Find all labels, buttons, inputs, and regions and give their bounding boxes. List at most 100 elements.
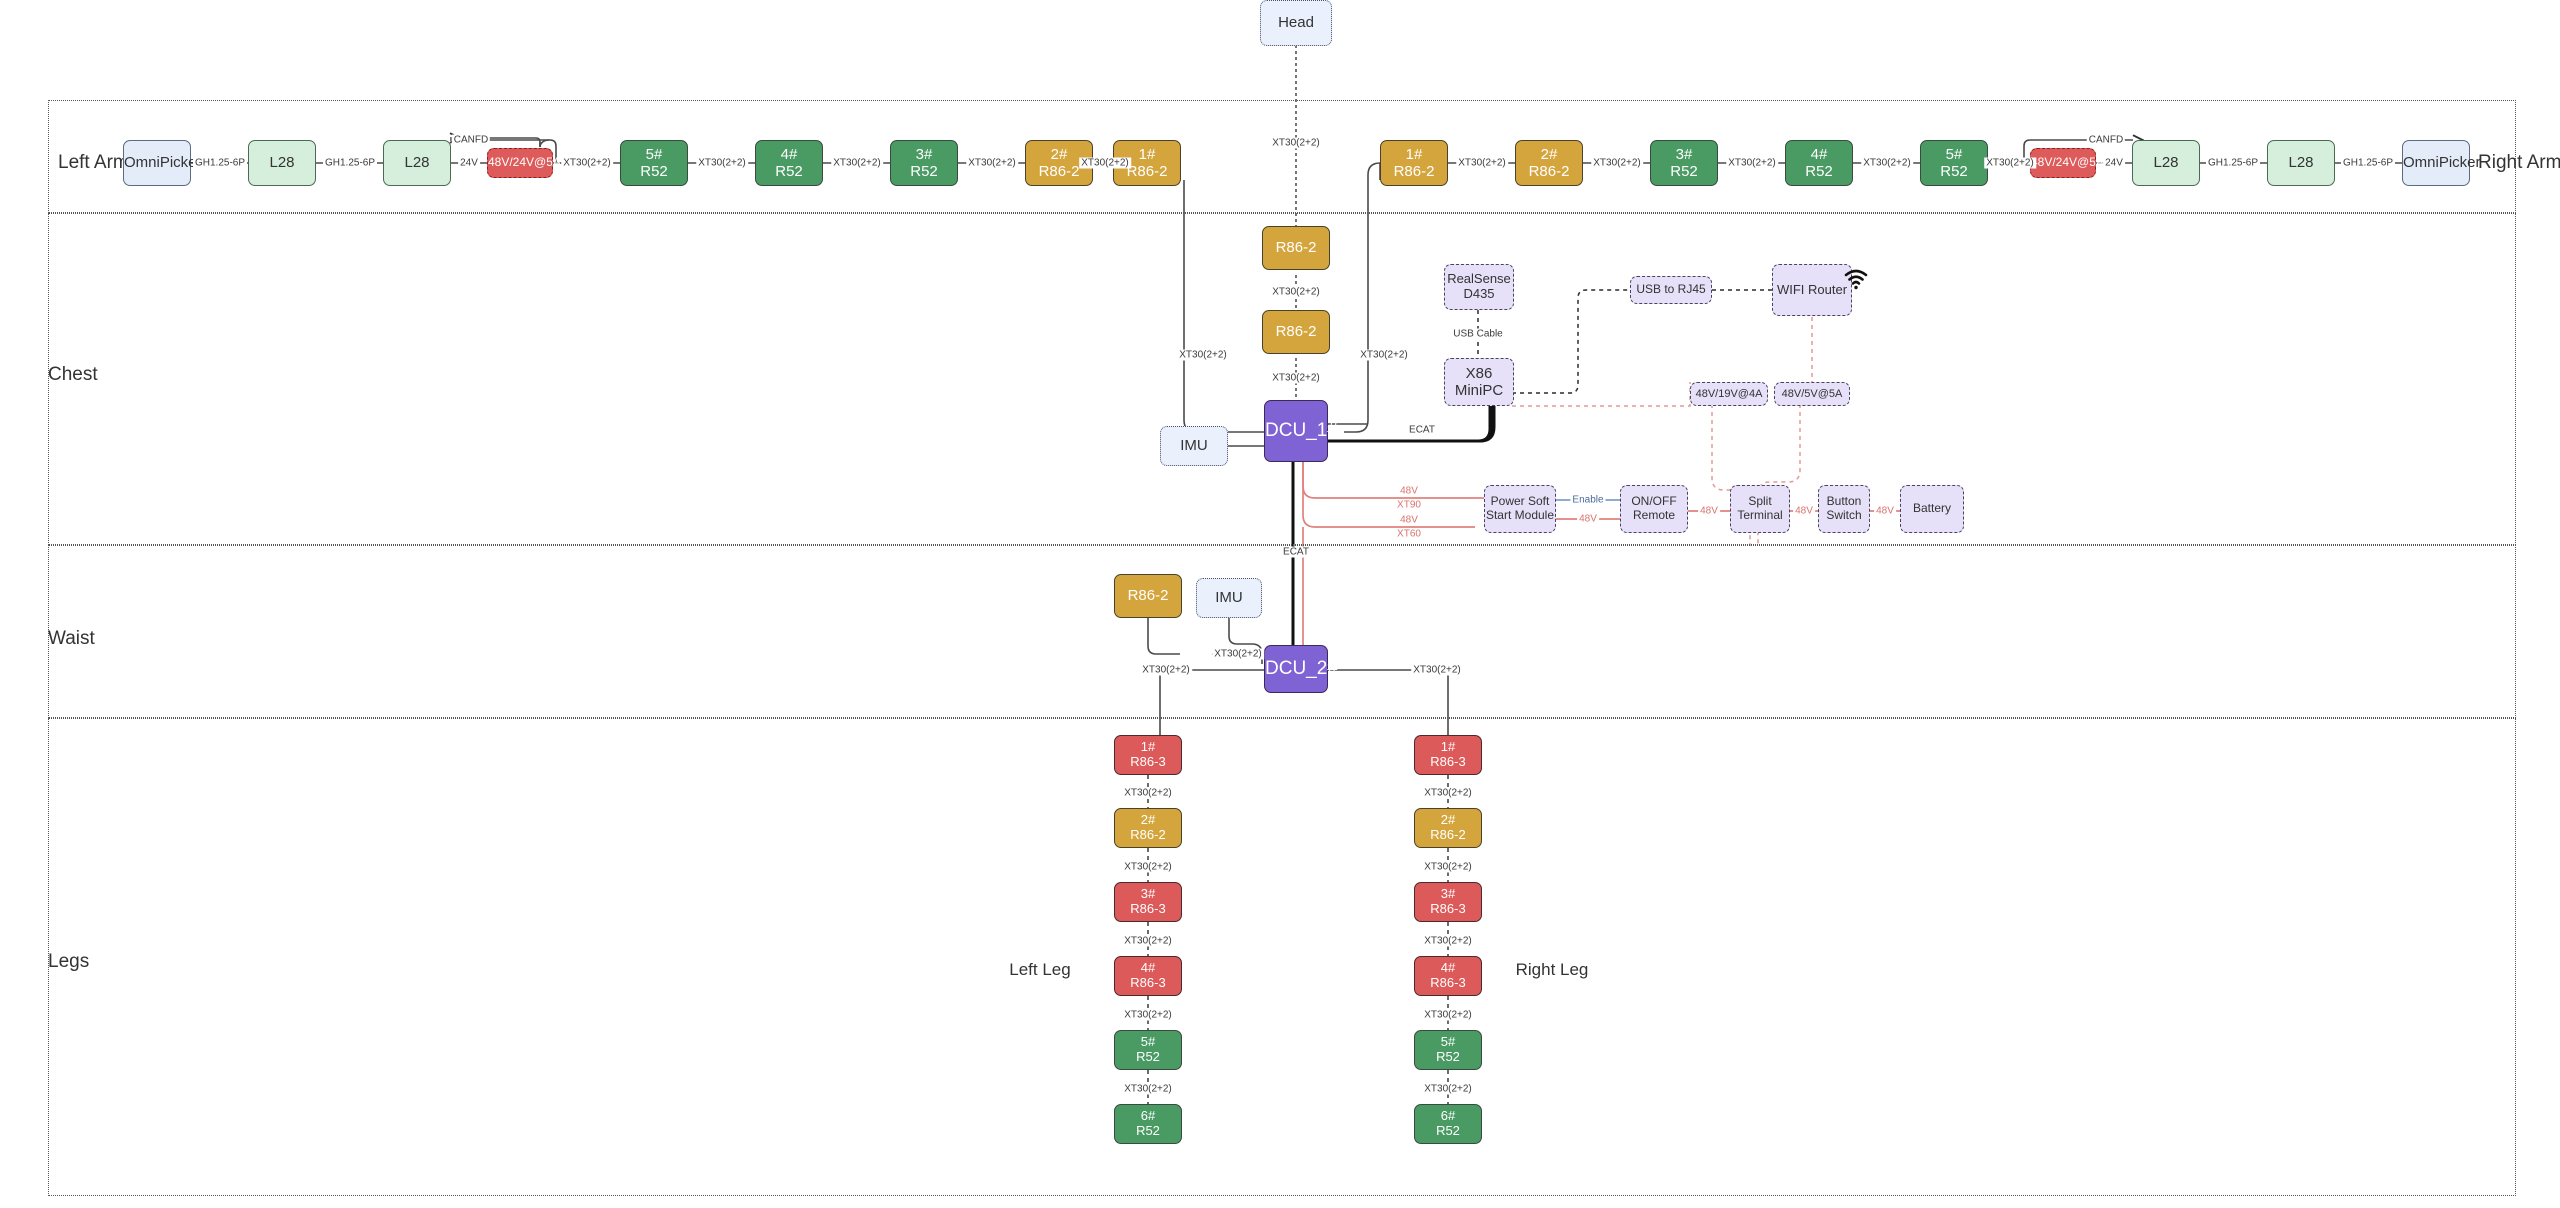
node-left-arm-converter-48v-24v[interactable]: 48V/24V@5A [487,148,561,178]
node-label: 4# [1810,145,1828,163]
node-label: L28 [404,154,430,172]
node-label: 2# [1540,145,1558,163]
node-label: 3# [1675,145,1693,163]
node-right-arm-motor-5[interactable]: 5# R52 [1920,140,1988,186]
node-label: R86-2 [1127,587,1169,605]
section-left-arm-frame [48,100,2516,213]
node-power-soft-start-module[interactable]: Power Soft Start Module [1484,485,1556,533]
node-waist-motor-r86-2[interactable]: R86-2 [1114,574,1182,618]
node-label: 2# [1050,145,1068,163]
node-waist-imu[interactable]: IMU [1196,578,1262,618]
node-label: 48V/24V@5A [2031,155,2104,170]
node-left-leg-motor-1[interactable]: 1# R86-3 [1114,735,1182,775]
node-right-leg-motor-4[interactable]: 4# R86-3 [1414,956,1482,996]
node-button-switch[interactable]: Button Switch [1818,485,1870,533]
wire-label-button-battery-48v: 48V [1874,505,1896,517]
node-label: L28 [269,154,295,172]
node-sublabel: R52 [775,163,803,180]
node-battery[interactable]: Battery [1900,485,1964,533]
node-label: 5# [1440,1034,1456,1050]
node-realsense-d435[interactable]: RealSense D435 [1444,264,1514,310]
node-left-arm-motor-3[interactable]: 3# R52 [890,140,958,186]
node-label: Battery [1912,501,1951,516]
node-label: 3# [1140,886,1156,902]
node-left-leg-motor-2[interactable]: 2# R86-2 [1114,808,1182,848]
node-label: 2# [1140,812,1156,828]
wire-label-la-4: XT30(2+2) [696,157,748,169]
node-label: 6# [1140,1108,1156,1124]
section-label-legs: Legs [48,951,90,972]
node-head-label: Head [1278,14,1314,32]
wire-label-waist-left-leg: XT30(2+2) [1140,664,1192,676]
node-label: 48V/5V@5A [1781,387,1843,400]
node-label: 4# [780,145,798,163]
node-sublabel: R86-3 [1130,901,1166,916]
node-right-arm-omnipicker[interactable]: OmniPicker [2402,140,2481,186]
wire-label-left-leg-3: XT30(2+2) [1122,935,1174,947]
node-left-leg-motor-4[interactable]: 4# R86-3 [1114,956,1182,996]
node-left-leg-motor-5[interactable]: 5# R52 [1114,1030,1182,1070]
node-right-leg-motor-3[interactable]: 3# R86-3 [1414,882,1482,922]
node-chest-neck-motor-top[interactable]: R86-2 [1262,226,1330,270]
wire-label-la-5: XT30(2+2) [831,157,883,169]
node-right-arm-motor-2[interactable]: 2# R86-2 [1515,140,1583,186]
node-left-leg-motor-6[interactable]: 6# R52 [1114,1104,1182,1144]
node-left-arm-motor-4[interactable]: 4# R52 [755,140,823,186]
node-dcu-1[interactable]: DCU_1# [1264,400,1338,462]
wire-label-ra-5: 24V [2103,157,2125,169]
wire-label-right-leg-2: XT30(2+2) [1422,861,1474,873]
wire-label-dcu-48v-xt90-v: 48V [1398,485,1420,497]
node-right-leg-motor-2[interactable]: 2# R86-2 [1414,808,1482,848]
node-right-leg-motor-6[interactable]: 6# R52 [1414,1104,1482,1144]
node-right-arm-converter-48v-24v[interactable]: 48V/24V@5A [2030,148,2104,178]
node-chest-imu[interactable]: IMU [1160,426,1228,466]
node-right-arm-motor-3[interactable]: 3# R52 [1650,140,1718,186]
node-chest-neck-motor-bottom[interactable]: R86-2 [1262,310,1330,354]
node-split-terminal[interactable]: Split Terminal [1730,485,1790,533]
node-label: L28 [2153,154,2179,172]
wifi-icon [1843,268,1869,295]
node-left-arm-l28-a[interactable]: L28 [248,140,316,186]
node-right-leg-motor-5[interactable]: 5# R52 [1414,1030,1482,1070]
node-wifi-router[interactable]: WIFI Router [1772,264,1852,316]
section-label-waist: Waist [48,628,95,649]
wire-label-la-7: XT30(2+2) [1079,157,1131,169]
wire-label-right-leg-5: XT30(2+2) [1422,1083,1474,1095]
node-sublabel: Start Module [1485,508,1555,522]
node-right-leg-motor-1[interactable]: 1# R86-3 [1414,735,1482,775]
node-right-arm-motor-4[interactable]: 4# R52 [1785,140,1853,186]
node-right-arm-l28-a[interactable]: L28 [2132,140,2200,186]
node-sublabel: R52 [640,163,668,180]
wire-label-dcu-48v-xt90-c: XT90 [1395,499,1423,511]
node-dcu-2[interactable]: DCU_2# [1264,645,1338,693]
node-label: IMU [1180,437,1208,455]
node-onoff-remote[interactable]: ON/OFF Remote [1620,485,1688,533]
node-sublabel: R86-3 [1430,754,1466,769]
node-right-arm-l28-b[interactable]: L28 [2267,140,2335,186]
node-right-arm-motor-1[interactable]: 1# R86-2 [1380,140,1448,186]
wire-label-ra-to-dcu: XT30(2+2) [1358,349,1410,361]
node-left-arm-motor-5[interactable]: 5# R52 [620,140,688,186]
wire-label-la-canfd: CANFD [451,134,491,146]
section-label-chest: Chest [48,364,98,385]
node-label: 4# [1140,960,1156,976]
wire-label-la-1: GH1.25-6P [322,157,378,169]
node-label: 5# [645,145,663,163]
node-x86-minipc[interactable]: X86 MiniPC [1444,358,1514,406]
node-label: L28 [2288,154,2314,172]
wire-label-left-leg-4: XT30(2+2) [1122,1009,1174,1021]
node-left-arm-omnipicker[interactable]: OmniPicker [123,140,202,186]
node-label: R86-2 [1275,323,1317,341]
section-chest-frame [48,213,2516,545]
node-head[interactable]: Head [1260,0,1332,46]
node-converter-48v-5v[interactable]: 48V/5V@5A [1774,382,1850,406]
node-left-leg-motor-3[interactable]: 3# R86-3 [1114,882,1182,922]
node-usb-to-rj45[interactable]: USB to RJ45 [1630,276,1712,304]
node-sublabel: R52 [1940,163,1968,180]
node-converter-48v-19v[interactable]: 48V/19V@4A [1690,382,1768,406]
node-sublabel: R52 [1136,1049,1160,1064]
wire-label-waist-motor: XT30(2+2) [1212,648,1264,660]
node-label: RealSense [1447,271,1511,287]
node-left-arm-l28-b[interactable]: L28 [383,140,451,186]
node-label: 5# [1945,145,1963,163]
